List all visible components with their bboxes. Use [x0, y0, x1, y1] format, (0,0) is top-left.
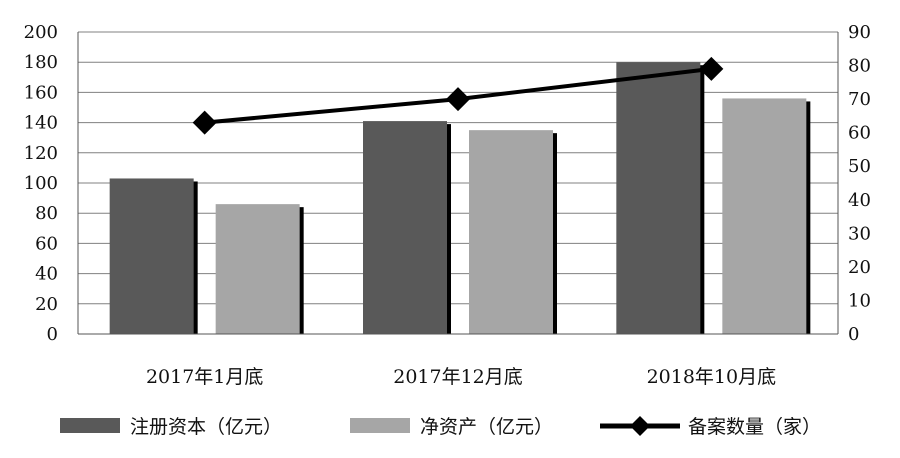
- right-tick-label: 30: [848, 223, 871, 244]
- left-axis-ticks: 0 20 40 60 80 100 120 140 160 180 200: [24, 22, 58, 345]
- legend-swatch: [60, 418, 120, 433]
- legend-label: 净资产（亿元）: [420, 416, 553, 438]
- legend-diamond-icon: [630, 416, 650, 436]
- right-tick-label: 40: [848, 190, 871, 211]
- right-tick-label: 70: [848, 89, 871, 110]
- line-point-1: [446, 87, 470, 112]
- bar-net-assets-2: [722, 98, 807, 334]
- left-tick-label: 200: [24, 22, 58, 43]
- legend-item-1: 净资产（亿元）: [350, 416, 553, 438]
- legend-swatch: [350, 418, 410, 433]
- left-tick-label: 180: [24, 52, 58, 73]
- bar-net-assets-1: [469, 130, 553, 334]
- left-tick-label: 80: [35, 203, 58, 224]
- left-tick-label: 120: [24, 143, 58, 164]
- left-tick-label: 0: [47, 324, 58, 345]
- bar-net-assets-0: [215, 204, 300, 334]
- category-label: 2018年10月底: [647, 366, 777, 388]
- left-tick-label: 60: [35, 233, 58, 254]
- line-series: [192, 56, 724, 135]
- right-tick-label: 80: [848, 56, 871, 77]
- legend-label: 备案数量（家）: [688, 416, 821, 438]
- right-tick-label: 10: [848, 290, 871, 311]
- left-tick-label: 20: [35, 294, 58, 315]
- line-point-2: [699, 56, 724, 81]
- legend-item-2: 备案数量（家）: [600, 416, 821, 438]
- category-label: 2017年1月底: [146, 366, 263, 388]
- right-tick-label: 90: [848, 22, 871, 43]
- bar-registered-capital-0: [109, 178, 194, 334]
- bars: [109, 62, 811, 334]
- legend-item-0: 注册资本（亿元）: [60, 416, 282, 438]
- left-tick-label: 140: [24, 113, 58, 134]
- right-tick-label: 20: [848, 257, 871, 278]
- category-labels: 2017年1月底 2017年12月底 2018年10月底: [146, 366, 776, 388]
- legend-label: 注册资本（亿元）: [130, 416, 282, 438]
- legend: 注册资本（亿元） 净资产（亿元） 备案数量（家）: [60, 416, 821, 438]
- bar-registered-capital-1: [363, 121, 447, 334]
- axes: [77, 32, 839, 335]
- bar-registered-capital-2: [616, 62, 701, 334]
- category-label: 2017年12月底: [393, 366, 523, 388]
- left-tick-label: 100: [24, 173, 58, 194]
- right-tick-label: 0: [848, 324, 859, 345]
- right-tick-label: 50: [848, 156, 871, 177]
- left-tick-label: 160: [24, 82, 58, 103]
- left-tick-label: 40: [35, 264, 58, 285]
- right-axis-ticks: 0 10 20 30 40 50 60 70 80 90: [848, 22, 871, 345]
- right-tick-label: 60: [848, 123, 871, 144]
- line-point-0: [192, 110, 217, 135]
